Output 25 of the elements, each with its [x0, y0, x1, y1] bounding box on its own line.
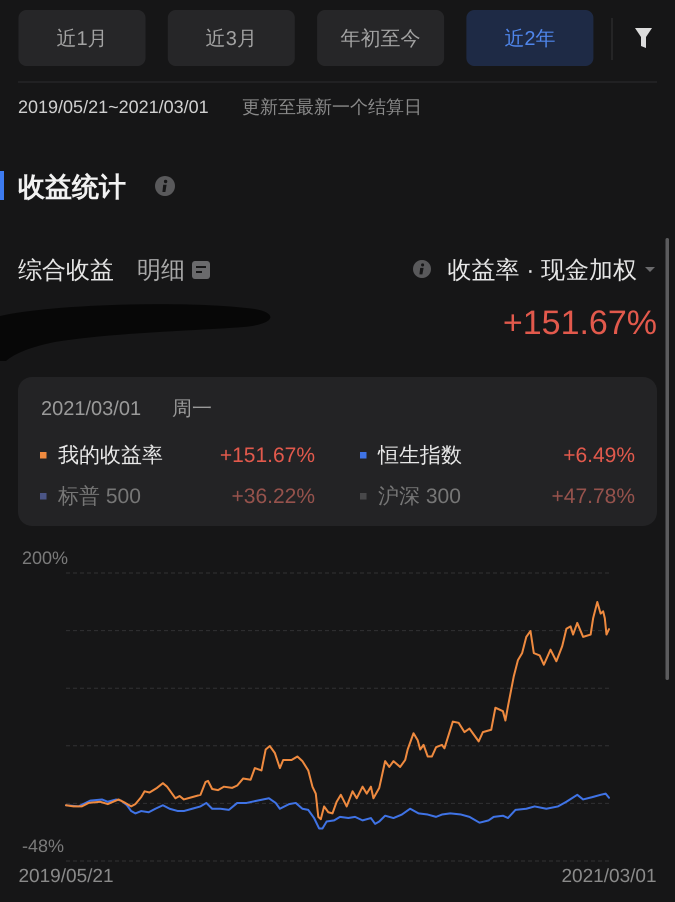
legend-title: 周一: [172, 398, 212, 420]
text: 收益率 · 现金加权: [448, 257, 637, 284]
chart-title: 收益统计: [18, 172, 126, 202]
legend-title: 2021/03/01: [41, 398, 142, 420]
text: 综合收益: [18, 257, 114, 284]
legend-value: +47.78%: [552, 485, 635, 508]
y-tick-label: 200%: [22, 548, 68, 568]
text: 近3月: [206, 28, 257, 50]
legend-label: 我的收益率: [58, 444, 163, 467]
y-tick-label: -48%: [22, 836, 64, 856]
text: 年初至今: [340, 28, 421, 50]
text: 2019/05/21~2021/03/01: [18, 97, 209, 117]
legend-label: 恒生指数: [378, 444, 462, 467]
x-tick-label: 2019/05/21: [18, 866, 114, 887]
text: +151.67%: [502, 304, 657, 342]
legend-label: 标普 500: [58, 485, 141, 508]
legend-value: +6.49%: [563, 444, 635, 467]
text: 更新至最新一个结算日: [242, 97, 422, 117]
legend-value: +36.22%: [232, 485, 315, 508]
text: 近2年: [504, 28, 556, 50]
text: 明细: [137, 257, 185, 284]
legend-label: 沪深 300: [378, 485, 461, 508]
legend-value: +151.67%: [220, 444, 315, 467]
x-tick-label: 2021/03/01: [561, 866, 657, 887]
text: 近1月: [56, 28, 108, 50]
